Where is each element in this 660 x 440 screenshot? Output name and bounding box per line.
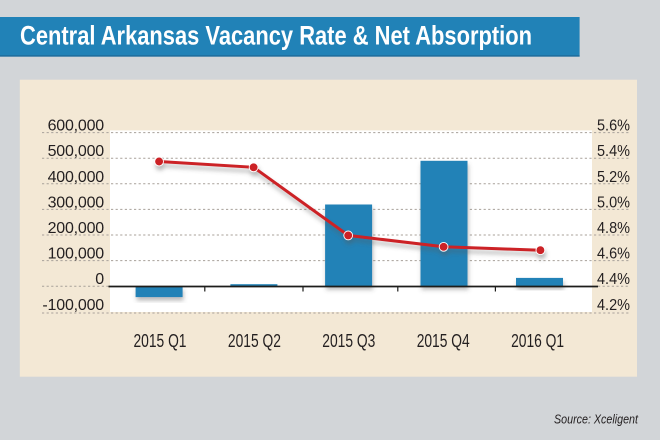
svg-text:300,000: 300,000	[48, 194, 105, 211]
svg-text:5.6%: 5.6%	[597, 118, 630, 135]
svg-text:4.2%: 4.2%	[597, 297, 630, 314]
svg-text:4.8%: 4.8%	[597, 220, 630, 237]
svg-text:5.2%: 5.2%	[597, 169, 630, 186]
svg-text:0: 0	[95, 271, 104, 288]
svg-text:5.4%: 5.4%	[597, 143, 630, 160]
svg-text:-100,000: -100,000	[42, 297, 104, 314]
svg-text:500,000: 500,000	[48, 143, 105, 160]
svg-text:600,000: 600,000	[48, 118, 105, 135]
svg-text:2015 Q3: 2015 Q3	[322, 331, 375, 351]
svg-text:2015 Q1: 2015 Q1	[134, 331, 187, 351]
svg-text:2015 Q4: 2015 Q4	[417, 331, 470, 351]
svg-text:400,000: 400,000	[48, 169, 105, 186]
svg-text:200,000: 200,000	[48, 220, 105, 237]
svg-text:100,000: 100,000	[48, 246, 105, 263]
svg-text:Source: Xceligent: Source: Xceligent	[554, 412, 639, 427]
svg-text:4.4%: 4.4%	[597, 271, 630, 288]
svg-text:2016 Q1: 2016 Q1	[511, 331, 564, 351]
svg-text:4.6%: 4.6%	[597, 246, 630, 263]
svg-text:2015 Q2: 2015 Q2	[228, 331, 281, 351]
svg-text:5.0%: 5.0%	[597, 194, 630, 211]
svg-text:Central Arkansas Vacancy Rate: Central Arkansas Vacancy Rate & Net Abso…	[20, 21, 532, 51]
